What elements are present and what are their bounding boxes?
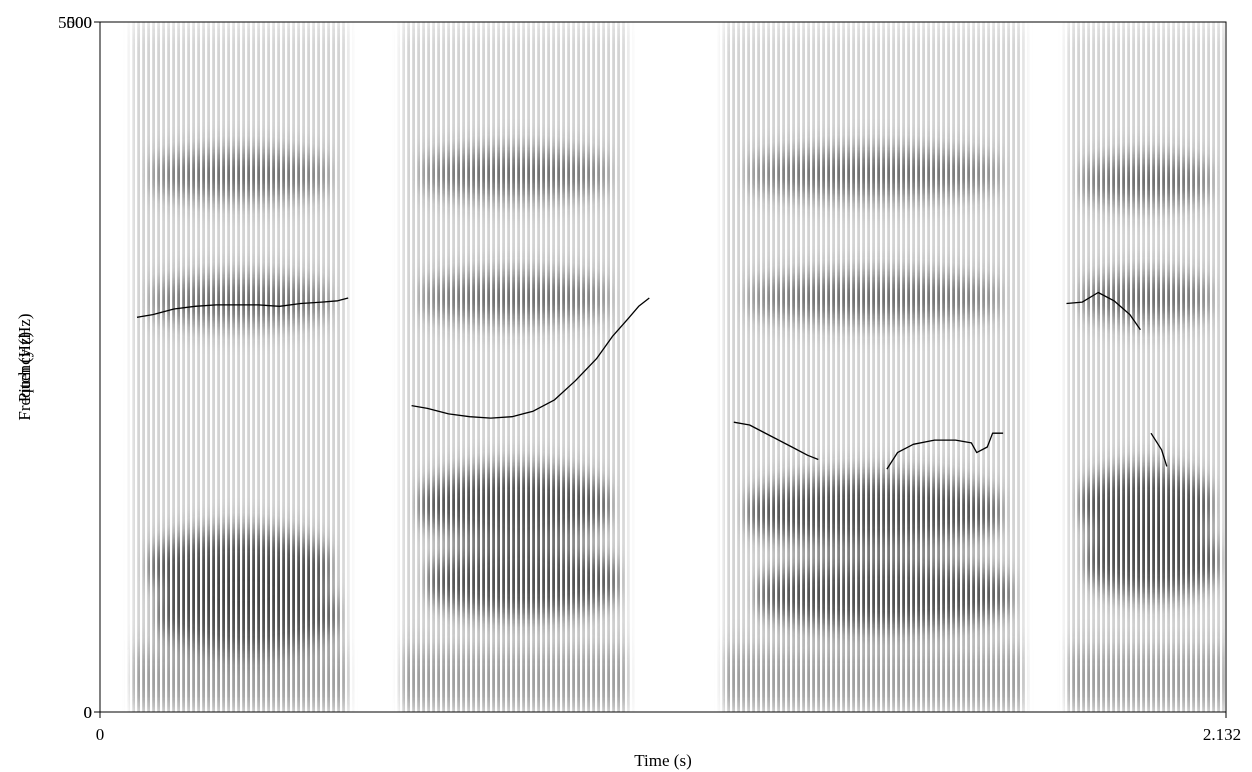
- formant-band: [144, 531, 336, 603]
- x-axis-label: Time (s): [634, 751, 691, 770]
- pitch-layer: [136, 291, 1168, 470]
- formant-band: [741, 275, 1007, 321]
- formant-band: [422, 545, 623, 617]
- spectrogram-segment: [401, 22, 629, 712]
- formant-band: [414, 469, 615, 541]
- y-axis-labels: Frequency (Hz) Pitch (Hz): [15, 313, 34, 420]
- formant-band: [741, 151, 1007, 196]
- x-tick-label-end: 2.132: [1203, 725, 1241, 744]
- spectrogram-low-energy: [1066, 649, 1226, 712]
- formant-band: [1076, 275, 1217, 321]
- plot-area: [99, 21, 1227, 713]
- pitch-contour: [136, 297, 349, 318]
- y-axis-label-pitch: Pitch (Hz): [15, 332, 34, 402]
- y-tick-label-top: 5000: [58, 13, 92, 32]
- spectrogram-low-energy: [131, 649, 349, 712]
- pitch-contour: [1066, 291, 1141, 331]
- pitch-contour: [1150, 432, 1168, 467]
- pitch-contour: [886, 432, 1004, 470]
- formant-band: [414, 151, 615, 196]
- spectrogram-voicing: [1066, 22, 1226, 712]
- spectrogram-low-energy: [723, 649, 1025, 712]
- y-tick-label-top-pitch: 500: [67, 13, 93, 32]
- formant-band: [144, 153, 336, 198]
- formant-band: [1076, 158, 1217, 203]
- pitch-contour: [411, 297, 650, 419]
- x-axis: 0 2.132 Time (s): [96, 712, 1241, 770]
- formant-band: [1081, 524, 1223, 597]
- spectrogram-layer: [131, 22, 1226, 712]
- formant-band: [1076, 469, 1217, 541]
- y-axis-ticks: 5000 500 0 0: [58, 13, 100, 722]
- formant-band: [752, 558, 1018, 631]
- pitch-contour: [733, 421, 819, 461]
- y-tick-label-bottom-pitch: 0: [84, 703, 93, 722]
- formant-band: [414, 275, 615, 321]
- spectrogram-low-energy: [401, 649, 629, 712]
- y-axis-label-frequency: Frequency (Hz): [15, 313, 34, 420]
- formant-band: [144, 278, 336, 323]
- y-tick-label-bottom: 0: [84, 703, 93, 722]
- formant-band: [741, 476, 1007, 548]
- plot-frame: [99, 21, 1227, 713]
- x-tick-label-start: 0: [96, 725, 105, 744]
- spectrogram-segment: [131, 22, 349, 712]
- spectrogram-segment: [1066, 22, 1226, 712]
- spectrogram-segment: [723, 22, 1025, 712]
